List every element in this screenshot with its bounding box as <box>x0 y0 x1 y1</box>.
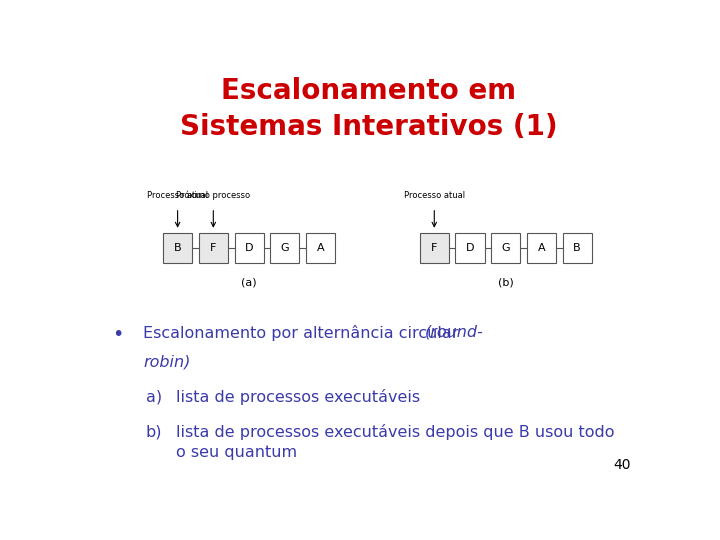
FancyBboxPatch shape <box>491 233 521 263</box>
Text: Processo atual: Processo atual <box>404 191 465 200</box>
Text: (round-: (round- <box>425 325 484 340</box>
FancyBboxPatch shape <box>527 233 556 263</box>
Text: Escalonamento em
Sistemas Interativos (1): Escalonamento em Sistemas Interativos (1… <box>180 77 558 141</box>
FancyBboxPatch shape <box>420 233 449 263</box>
Text: G: G <box>280 243 289 253</box>
FancyBboxPatch shape <box>199 233 228 263</box>
Text: lista de processos executáveis depois que B usou todo
o seu quantum: lista de processos executáveis depois qu… <box>176 424 615 460</box>
Text: F: F <box>431 243 438 253</box>
Text: b): b) <box>145 424 162 440</box>
Text: F: F <box>210 243 217 253</box>
Text: D: D <box>466 243 474 253</box>
Text: 40: 40 <box>613 458 631 472</box>
FancyBboxPatch shape <box>163 233 192 263</box>
Text: •: • <box>112 325 124 343</box>
FancyBboxPatch shape <box>562 233 592 263</box>
Text: A: A <box>538 243 545 253</box>
FancyBboxPatch shape <box>235 233 264 263</box>
Text: B: B <box>174 243 181 253</box>
Text: G: G <box>501 243 510 253</box>
Text: a): a) <box>145 389 162 404</box>
Text: robin): robin) <box>143 355 190 369</box>
Text: D: D <box>245 243 253 253</box>
Text: (a): (a) <box>241 277 257 287</box>
Text: Próximo processo: Próximo processo <box>176 191 251 200</box>
FancyBboxPatch shape <box>456 233 485 263</box>
Text: A: A <box>317 243 324 253</box>
Text: lista de processos executáveis: lista de processos executáveis <box>176 389 420 405</box>
Text: B: B <box>573 243 581 253</box>
Text: (b): (b) <box>498 277 513 287</box>
Text: Processo atual: Processo atual <box>147 191 208 200</box>
FancyBboxPatch shape <box>306 233 335 263</box>
FancyBboxPatch shape <box>270 233 300 263</box>
Text: Escalonamento por alternância circular: Escalonamento por alternância circular <box>143 325 464 341</box>
